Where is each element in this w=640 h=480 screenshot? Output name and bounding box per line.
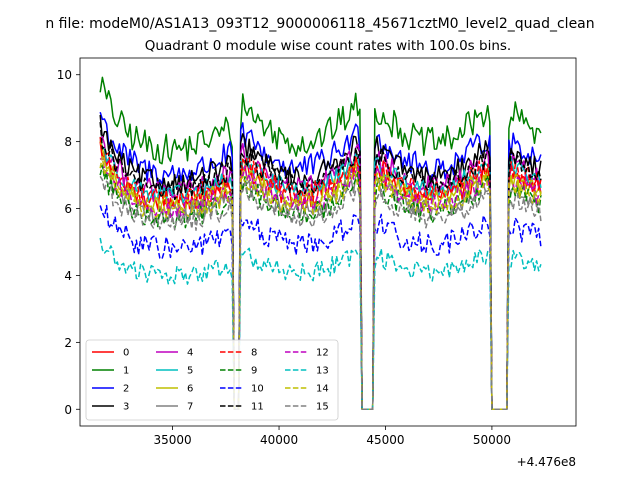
y-tick-label: 6 <box>64 202 72 216</box>
y-axis: 0 2 4 6 8 10 <box>57 68 80 417</box>
x-tick-label: 40000 <box>260 433 298 447</box>
legend-label-5: 5 <box>187 366 193 377</box>
y-tick-label: 8 <box>64 135 72 149</box>
legend-label-8: 8 <box>251 348 257 359</box>
series-line-11 <box>99 122 542 411</box>
legend-label-3: 3 <box>123 402 129 413</box>
legend-label-9: 9 <box>251 366 257 377</box>
legend-label-15: 15 <box>316 402 329 413</box>
series-line-13 <box>99 237 542 411</box>
legend-label-1: 1 <box>123 366 129 377</box>
legend-label-4: 4 <box>187 348 193 359</box>
y-tick-label: 0 <box>64 403 72 417</box>
legend-label-2: 2 <box>123 384 129 395</box>
chart-title: Quadrant 0 module wise count rates with … <box>145 38 511 54</box>
series-layer <box>99 76 542 411</box>
y-tick-label: 10 <box>57 68 72 82</box>
legend-label-13: 13 <box>316 366 329 377</box>
y-tick-label: 4 <box>64 269 72 283</box>
x-axis: 35000 40000 45000 50000 <box>154 426 511 447</box>
legend-label-12: 12 <box>316 348 329 359</box>
legend-box <box>85 339 339 421</box>
legend-label-6: 6 <box>187 384 193 395</box>
series-line-10 <box>99 204 542 411</box>
legend-label-14: 14 <box>316 384 329 395</box>
series-line-14 <box>99 156 542 411</box>
y-tick-label: 2 <box>64 336 72 350</box>
x-tick-label: 45000 <box>366 433 404 447</box>
figure-suptitle: n file: modeM0/AS1A13_093T12_9000006118_… <box>45 16 594 32</box>
plot-frame <box>79 57 577 427</box>
legend-label-0: 0 <box>123 348 129 359</box>
legend-label-7: 7 <box>187 402 193 413</box>
series-line-15 <box>99 175 542 411</box>
legend-label-11: 11 <box>251 402 264 413</box>
x-tick-label: 50000 <box>473 433 511 447</box>
series-line-1 <box>99 76 542 411</box>
series-line-2 <box>99 111 542 411</box>
x-tick-label: 35000 <box>154 433 192 447</box>
series-line-8 <box>99 137 542 411</box>
x-axis-offset-label: +4.476e8 <box>517 455 576 469</box>
legend-label-10: 10 <box>251 384 264 395</box>
